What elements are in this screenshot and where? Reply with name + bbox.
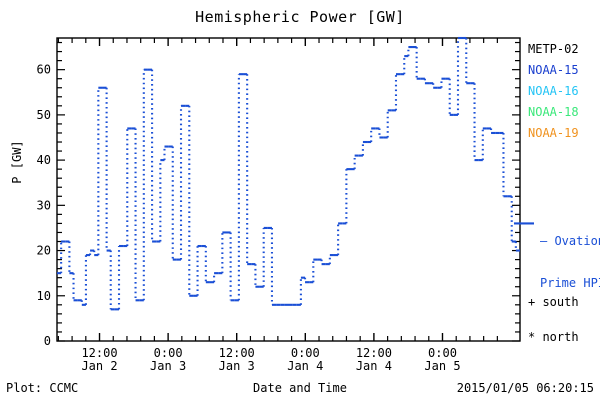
x-tick-date: Jan 4	[356, 359, 392, 373]
ovation-line-1: — Ovation	[540, 234, 600, 248]
y-tick-label: 40	[37, 153, 51, 167]
y-tick-label: 30	[37, 198, 51, 212]
x-tick-time: 0:00	[291, 346, 320, 360]
legend-marker-north: * north	[528, 330, 579, 344]
footer-plot-source: Plot: CCMC	[6, 381, 79, 395]
footer-timestamp: 2015/01/05 06:20:15	[456, 381, 594, 395]
y-tick-label: 20	[37, 244, 51, 258]
legend-label: NOAA-19	[528, 126, 579, 140]
x-tick-date: Jan 3	[150, 359, 186, 373]
x-tick-date: Jan 5	[424, 359, 460, 373]
x-tick-date: Jan 2	[81, 359, 117, 373]
x-tick-date: Jan 4	[287, 359, 323, 373]
page-title: Hemispheric Power [GW]	[195, 8, 405, 26]
x-tick-date: Jan 3	[219, 359, 255, 373]
legend-label: METP-02	[528, 42, 579, 56]
legend-label: NOAA-18	[528, 105, 579, 119]
x-tick-time: 12:00	[356, 346, 392, 360]
y-tick-label: 10	[37, 289, 51, 303]
legend-item-noaa-19[interactable]: NOAA-19	[528, 126, 579, 140]
legend-item-metp-02[interactable]: METP-02	[528, 42, 579, 56]
x-axis-label: Date and Time	[253, 381, 347, 395]
legend-item-ovation-prime-hpi[interactable]: — Ovation Prime HPI	[540, 206, 600, 318]
legend-label: NOAA-15	[528, 63, 579, 77]
y-tick-label: 50	[37, 108, 51, 122]
y-tick-label: 0	[44, 334, 51, 348]
legend-marker-south: + south	[528, 295, 579, 309]
x-tick-time: 12:00	[219, 346, 255, 360]
legend-item-noaa-18[interactable]: NOAA-18	[528, 105, 579, 119]
legend-item-noaa-16[interactable]: NOAA-16	[528, 84, 579, 98]
legend-item-noaa-15[interactable]: NOAA-15	[528, 63, 579, 77]
x-tick-time: 0:00	[428, 346, 457, 360]
x-tick-time: 0:00	[154, 346, 183, 360]
legend-label: NOAA-16	[528, 84, 579, 98]
x-tick-time: 12:00	[81, 346, 117, 360]
ovation-line-2: Prime HPI	[540, 276, 600, 290]
y-tick-label: 60	[37, 63, 51, 77]
